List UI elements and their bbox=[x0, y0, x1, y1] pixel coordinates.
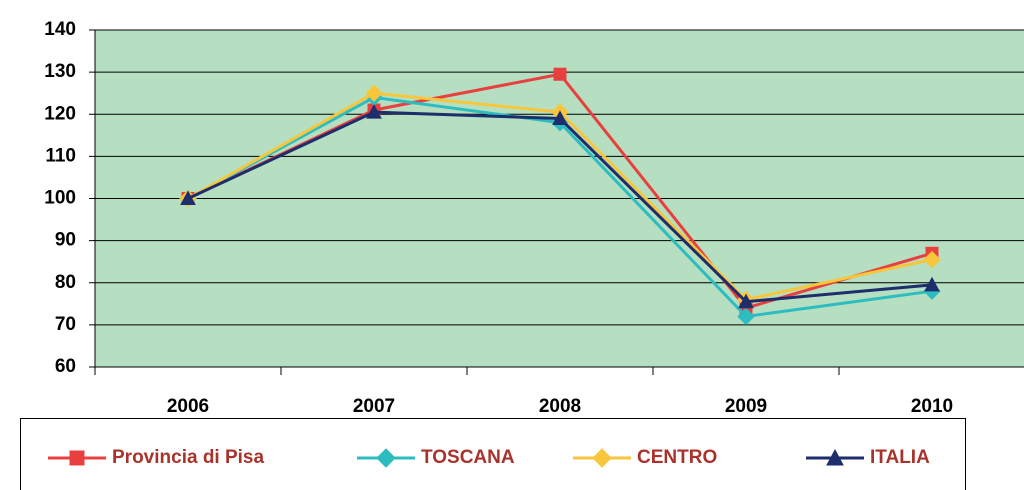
x-tick-label: 2006 bbox=[167, 396, 209, 417]
y-tick-label: 80 bbox=[55, 272, 76, 293]
marker bbox=[924, 276, 940, 292]
legend-text: ITALIA bbox=[870, 447, 930, 468]
marker bbox=[553, 67, 567, 81]
y-tick-label: 60 bbox=[55, 356, 76, 377]
legend-text: TOSCANA bbox=[421, 447, 515, 468]
marker bbox=[592, 448, 612, 468]
marker bbox=[738, 293, 754, 309]
legend-box bbox=[20, 418, 966, 490]
marker bbox=[180, 190, 196, 205]
marker bbox=[552, 110, 568, 125]
y-tick-label: 110 bbox=[45, 145, 76, 166]
marker bbox=[737, 307, 755, 326]
y-tick-label: 130 bbox=[44, 61, 76, 82]
x-tick-label: 2010 bbox=[911, 396, 953, 417]
legend-text: CENTRO bbox=[637, 447, 717, 468]
x-tick-label: 2009 bbox=[725, 396, 767, 417]
marker bbox=[366, 104, 382, 119]
y-tick-label: 90 bbox=[55, 230, 76, 251]
x-tick-label: 2008 bbox=[539, 396, 581, 417]
y-tick-label: 120 bbox=[44, 103, 76, 124]
marker bbox=[826, 448, 844, 466]
y-tick-label: 70 bbox=[55, 314, 76, 335]
y-tick-label: 100 bbox=[44, 188, 76, 209]
marker bbox=[69, 450, 85, 466]
marker bbox=[923, 250, 941, 269]
legend-text: Provincia di Pisa bbox=[112, 447, 264, 468]
y-tick-label: 140 bbox=[44, 19, 76, 40]
marker bbox=[365, 84, 383, 102]
marker bbox=[376, 448, 396, 468]
x-tick-label: 2007 bbox=[353, 396, 395, 417]
